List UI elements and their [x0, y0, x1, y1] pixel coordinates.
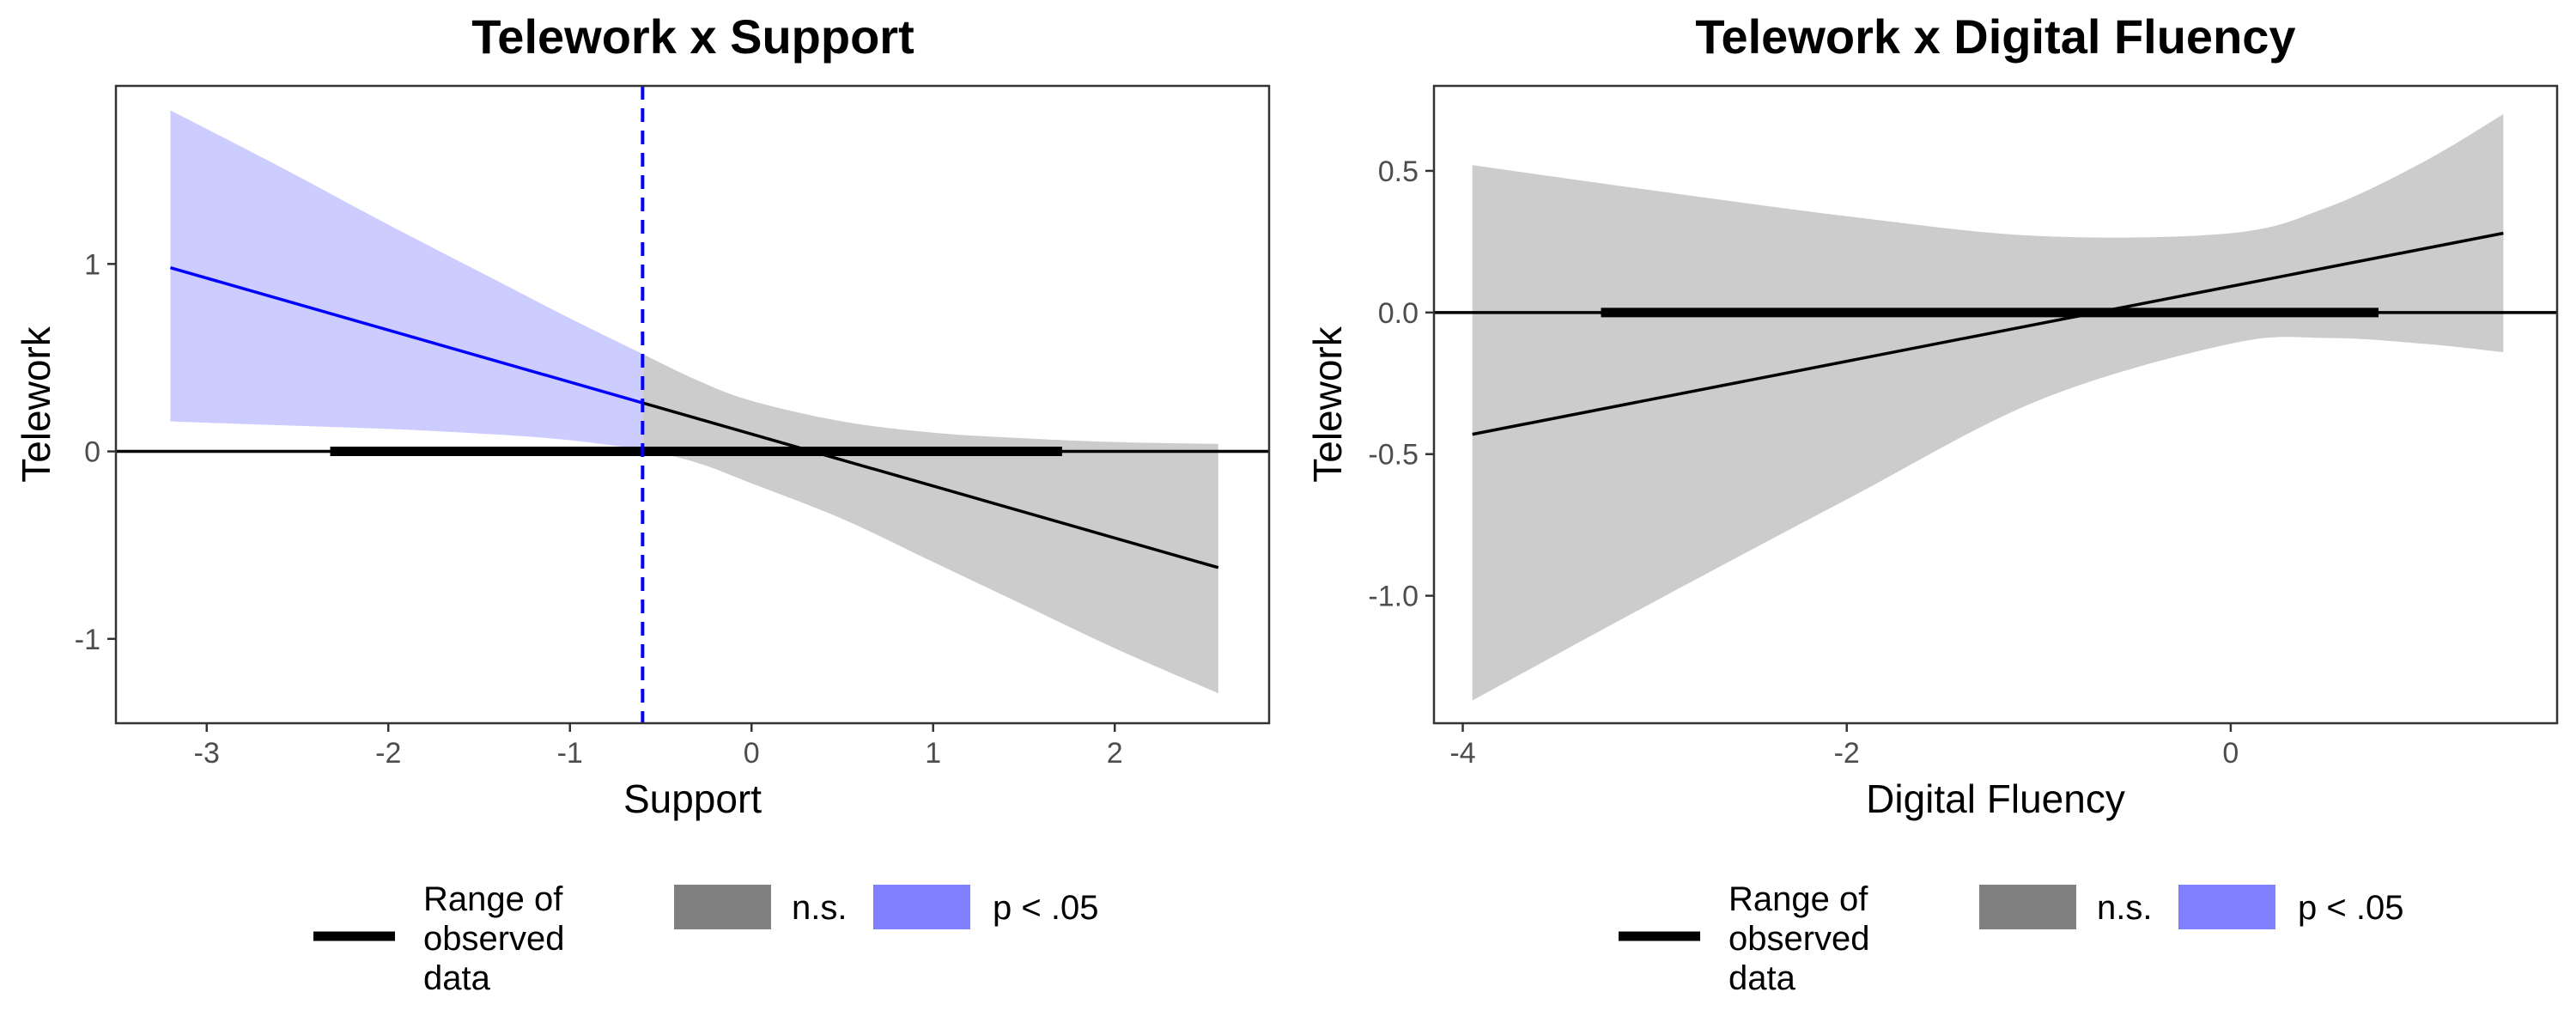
x-tick-label: 1 [925, 737, 941, 770]
panel-border [114, 84, 1271, 725]
y-tick-label: 1 [84, 248, 100, 281]
legend-label-ns: n.s. [792, 889, 847, 927]
y-axis-title: Telework [1305, 326, 1350, 483]
panel-border [1432, 84, 2559, 725]
legend-label-observed-range: Range of [1728, 880, 1868, 918]
legend-label-observed-range: observed [1728, 920, 1870, 958]
slope-line [1472, 231, 2504, 436]
slope-line-significant [169, 266, 643, 405]
panel-telework-support: -3 -2 -1 0 1 2 -1 0 1 Telework x Support Support Te… [14, 9, 1271, 997]
chart-title: Telework x Digital Fluency [1695, 9, 2295, 64]
legend-label-ns: n.s. [2097, 889, 2152, 927]
x-tick-label: 0 [744, 737, 760, 770]
y-axis-title: Telework [14, 326, 58, 483]
x-tick-label: -3 [194, 737, 220, 770]
legend-label-significant: p < .05 [2298, 889, 2403, 927]
y-tick-label: 0.5 [1378, 155, 1419, 188]
plot-area [116, 86, 1269, 723]
legend-label-observed-range: data [423, 959, 491, 997]
x-tick-label: -4 [1449, 737, 1475, 770]
y-tick-label: -1 [75, 624, 100, 656]
y-tick-label: -0.5 [1368, 439, 1419, 472]
x-tick-label: 0 [2222, 737, 2239, 770]
legend-label-observed-range: data [1728, 959, 1796, 997]
x-tick-label: -2 [1834, 737, 1860, 770]
plot-area [1434, 114, 2557, 701]
y-tick-label: -1.0 [1368, 581, 1419, 613]
legend-label-observed-range: Range of [423, 880, 563, 918]
y-tick-label: 0.0 [1378, 297, 1419, 330]
chart-title: Telework x Support [471, 9, 914, 64]
ci-band-significant [170, 110, 643, 450]
legend-key-significant [873, 885, 970, 929]
legend-label-observed-range: observed [423, 920, 565, 958]
x-tick-label: -1 [557, 737, 583, 770]
panel-telework-digital-fluency: -4 -2 0 -1.0 -0.5 0.0 0.5 Telework x Digital Fl… [1305, 9, 2559, 997]
legend-key-ns [1979, 885, 2076, 929]
legend-key-ns [674, 885, 771, 929]
x-tick-label: 2 [1107, 737, 1123, 770]
legend-key-significant [2178, 885, 2275, 929]
slope-line-ns [641, 401, 1219, 569]
y-tick-label: 0 [84, 436, 100, 469]
ci-band-ns [1472, 114, 2504, 701]
legend-label-significant: p < .05 [993, 889, 1098, 927]
x-axis-title: Digital Fluency [1866, 776, 2125, 821]
x-tick-label: -2 [375, 737, 401, 770]
x-axis-title: Support [623, 776, 762, 821]
ci-band-ns [642, 354, 1218, 694]
